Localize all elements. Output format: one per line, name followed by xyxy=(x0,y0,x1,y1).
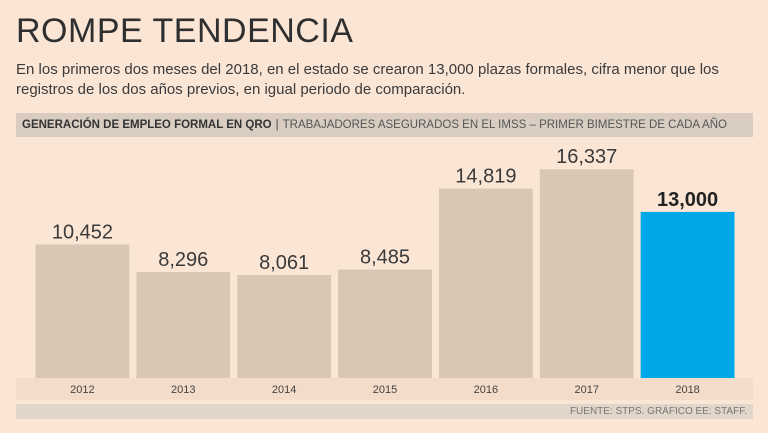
bar-2015 xyxy=(338,269,432,378)
band-light-label: TRABAJADORES ASEGURADOS EN EL IMSS – PRI… xyxy=(282,119,727,131)
category-label-2012: 2012 xyxy=(70,384,94,396)
category-label-2013: 2013 xyxy=(171,384,195,396)
source-label: FUENTE: STPS. GRÁFICO EE: STAFF. xyxy=(569,406,747,417)
x-axis-band xyxy=(16,378,753,400)
value-label-2013: 8,296 xyxy=(158,249,208,271)
bar-2012 xyxy=(35,244,130,378)
band-strong-label: GENERACIÓN DE EMPLEO FORMAL EN QRO xyxy=(22,119,272,131)
category-label-2014: 2014 xyxy=(272,384,296,396)
bar-2017 xyxy=(539,169,634,378)
value-label-2015: 8,485 xyxy=(360,247,410,269)
source-footer: FUENTE: STPS. GRÁFICO EE: STAFF. xyxy=(16,404,753,419)
chart-title: ROMPE TENDENCIA xyxy=(16,12,354,50)
chart-subtitle: En los primeros dos meses del 2018, en e… xyxy=(16,61,719,98)
value-label-2018: 13,000 xyxy=(657,189,718,211)
band-separator: | xyxy=(275,119,279,131)
value-label-2012: 10,452 xyxy=(52,221,113,243)
value-label-2016: 14,819 xyxy=(455,166,516,188)
category-label-2016: 2016 xyxy=(474,384,498,396)
category-label-2015: 2015 xyxy=(373,384,397,396)
bar-2016 xyxy=(438,188,533,378)
value-label-2014: 8,061 xyxy=(259,252,309,274)
bar-2013 xyxy=(136,271,231,378)
value-label-2017: 16,337 xyxy=(556,146,617,168)
bar-2014 xyxy=(237,274,332,378)
category-label-2017: 2017 xyxy=(574,384,598,396)
category-label-2018: 2018 xyxy=(675,384,699,396)
bar-2018 xyxy=(640,211,735,378)
chart-header-band: GENERACIÓN DE EMPLEO FORMAL EN QRO | TRABA… xyxy=(16,113,753,137)
